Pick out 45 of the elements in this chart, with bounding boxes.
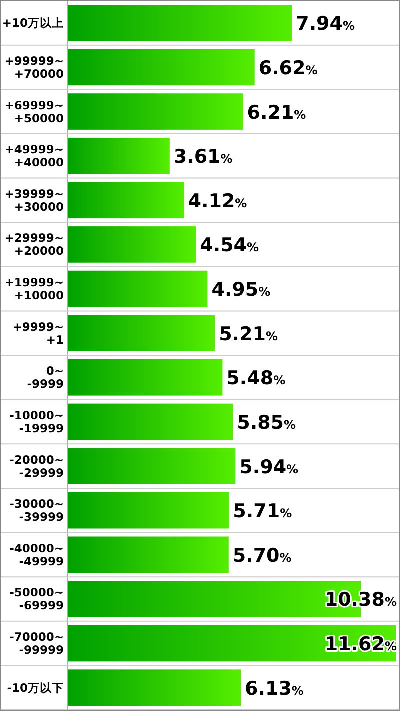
- data-label: 6.13%: [245, 678, 304, 700]
- y-tick-label: +10万以上: [2, 16, 64, 30]
- bar: [68, 94, 244, 130]
- data-label: 3.61%: [174, 146, 233, 168]
- y-tick-label: +69999~ +50000: [4, 98, 64, 126]
- y-tick-label: +9999~ +1: [12, 320, 64, 347]
- y-tick-label: +19999~ +10000: [4, 276, 64, 303]
- bar: [68, 670, 242, 706]
- bar: [68, 270, 208, 308]
- bar: [68, 448, 236, 484]
- bar: [68, 536, 229, 574]
- data-label: 5.48%: [226, 368, 286, 390]
- data-label: 5.85%: [237, 412, 296, 434]
- data-label: 5.21%: [219, 323, 278, 346]
- data-label: 6.21%: [247, 102, 306, 124]
- y-tick-label: -70000~ -99999: [10, 630, 64, 658]
- y-tick-label: -50000~ -69999: [10, 586, 64, 613]
- bar: [68, 360, 223, 396]
- bar: [68, 49, 255, 86]
- data-label: 4.54%: [200, 234, 260, 257]
- data-label: 5.71%: [233, 500, 292, 523]
- bar: [68, 182, 184, 219]
- bar: [68, 625, 396, 662]
- data-label: 4.12%: [188, 190, 248, 212]
- bar: [68, 404, 234, 440]
- y-tick-label: -30000~ -39999: [10, 497, 64, 524]
- y-tick-label: -10万以下: [7, 680, 64, 695]
- bar: [68, 5, 292, 42]
- y-tick-label: -20000~ -29999: [10, 452, 64, 480]
- y-tick-label: +99999~ +70000: [4, 54, 64, 81]
- y-tick-label: +29999~ +20000: [4, 231, 64, 258]
- data-label: 4.95%: [212, 279, 271, 302]
- data-label: 7.94%: [296, 13, 356, 36]
- y-tick-label: 0~ -9999: [27, 364, 64, 392]
- y-tick-label: +39999~ +30000: [4, 186, 64, 214]
- data-label: 5.70%: [232, 544, 292, 567]
- y-tick-label: -40000~ -49999: [10, 541, 64, 568]
- bar: [68, 492, 230, 529]
- bar: [68, 138, 170, 174]
- y-tick-label: +49999~ +40000: [4, 142, 64, 170]
- data-label: 6.62%: [258, 57, 318, 80]
- bar: [68, 226, 196, 263]
- bar: [68, 315, 216, 352]
- data-label: 5.94%: [240, 456, 299, 478]
- y-tick-label: -10000~ -19999: [10, 408, 64, 436]
